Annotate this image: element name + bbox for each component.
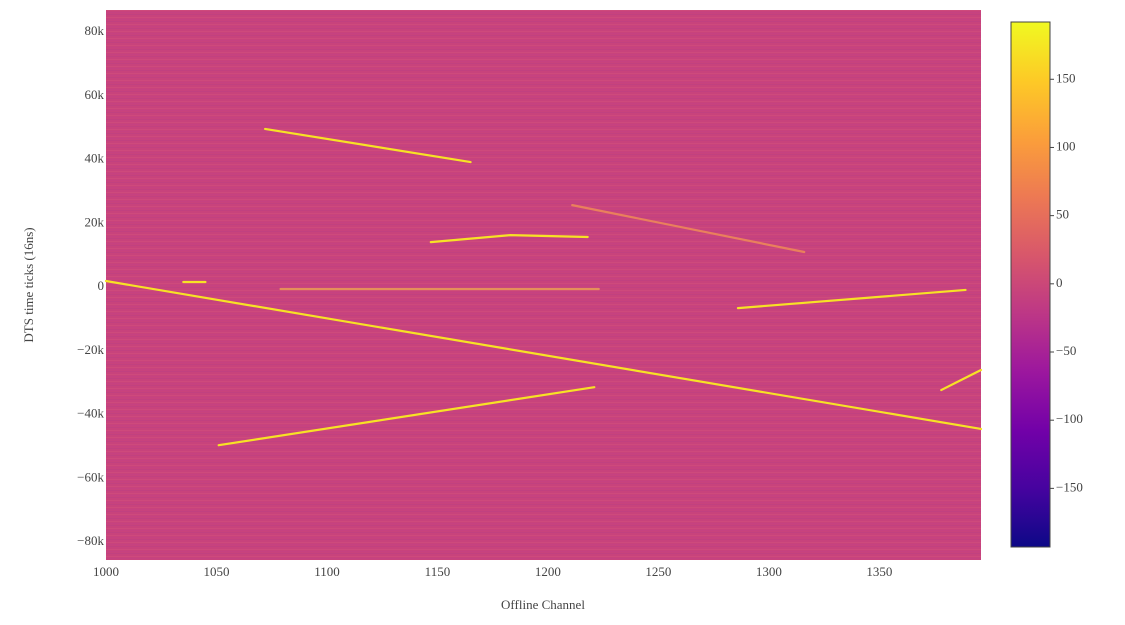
track	[571, 204, 806, 254]
y-tick-label: −20k	[77, 342, 104, 357]
y-axis-title: DTS time ticks (16ns)	[21, 227, 36, 342]
heatmap-texture	[106, 10, 981, 560]
x-tick-label: 1350	[866, 564, 892, 579]
y-tick-label: 60k	[85, 87, 105, 102]
track	[217, 386, 596, 447]
track	[429, 234, 589, 244]
track	[736, 288, 967, 310]
colorbar-tick-label: −150	[1056, 479, 1083, 494]
track	[263, 127, 472, 164]
colorbar-tick-label: 0	[1056, 275, 1063, 290]
track	[104, 279, 983, 431]
colorbar-tick-label: −50	[1056, 343, 1076, 358]
x-tick-label: 1150	[425, 564, 451, 579]
y-tick-label: 0	[98, 278, 105, 293]
y-tick-label: 40k	[85, 151, 105, 166]
x-tick-label: 1200	[535, 564, 561, 579]
y-tick-label: −80k	[77, 533, 104, 548]
x-tick-label: 1250	[645, 564, 671, 579]
colorbar-tick-label: −100	[1056, 411, 1083, 426]
colorbar-tick-label: 150	[1056, 70, 1076, 85]
x-tick-label: 1000	[93, 564, 119, 579]
y-tick-label: 20k	[85, 214, 105, 229]
colorbar-tick-label: 50	[1056, 207, 1069, 222]
x-tick-label: 1300	[756, 564, 782, 579]
y-tick-label: −40k	[77, 406, 104, 421]
y-tick-label: −60k	[77, 469, 104, 484]
x-tick-label: 1050	[203, 564, 229, 579]
y-tick-label: 80k	[85, 23, 105, 38]
colorbar-tick-label: 100	[1056, 138, 1076, 153]
track	[940, 368, 983, 392]
colorbar	[1010, 21, 1051, 548]
x-axis-title: Offline Channel	[501, 597, 585, 612]
x-tick-label: 1100	[314, 564, 340, 579]
